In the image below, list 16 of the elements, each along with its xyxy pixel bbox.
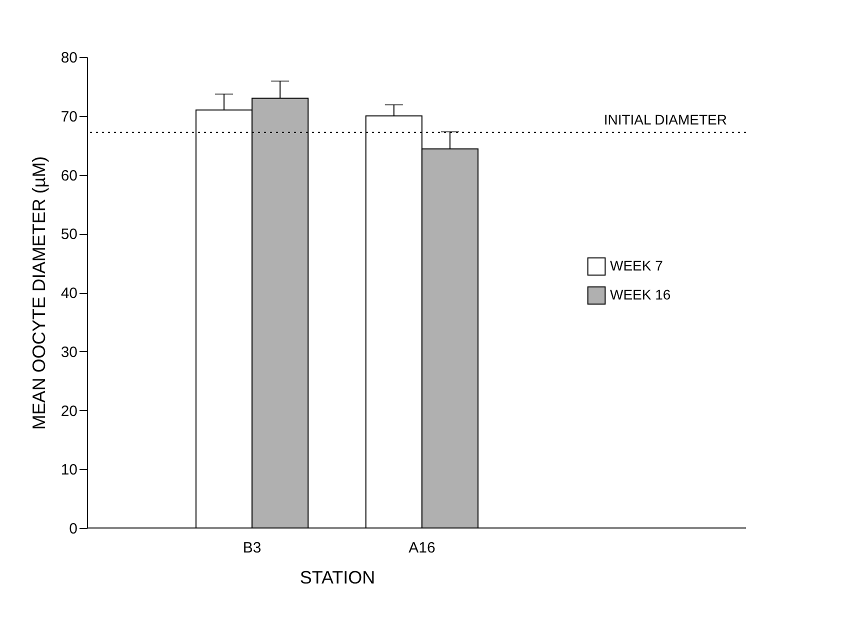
x-axis-title: STATION <box>300 568 376 588</box>
y-tick-label: 70 <box>60 108 78 126</box>
y-axis-title: MEAN OOCYTE DIAMETER (µM) <box>28 156 49 430</box>
legend-label: WEEK 7 <box>610 258 664 274</box>
y-tick-label: 80 <box>60 50 78 66</box>
ref-line-label: INITIAL DIAMETER <box>604 111 727 128</box>
legend-label: WEEK 16 <box>610 286 671 302</box>
y-tick-label: 20 <box>60 402 78 420</box>
x-tick-label: B3 <box>242 540 262 556</box>
y-tick-label: 60 <box>60 167 78 184</box>
y-tick-label: 40 <box>60 285 78 302</box>
y-tick-label: 0 <box>69 520 78 538</box>
y-tick-label: 50 <box>60 226 78 244</box>
y-tick-label: 10 <box>60 462 78 479</box>
x-tick-label: A16 <box>408 540 436 556</box>
y-tick-label: 30 <box>60 344 78 361</box>
